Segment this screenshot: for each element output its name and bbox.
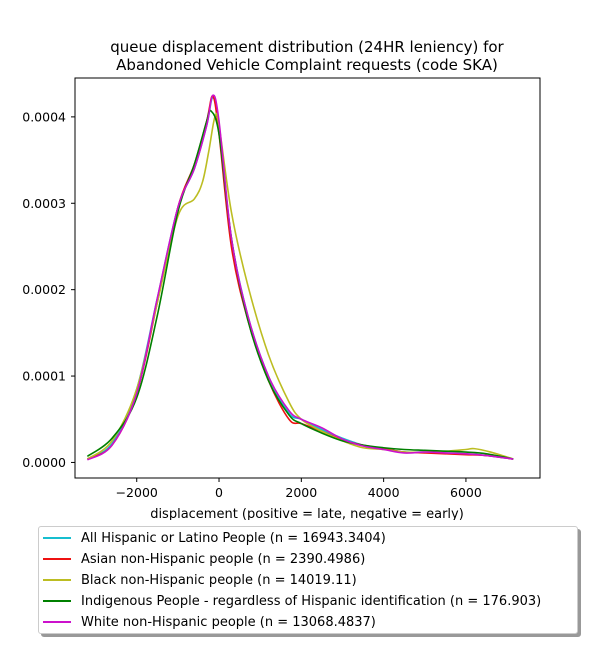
- legend-entry: All Hispanic or Latino People (n = 16943…: [39, 528, 386, 548]
- legend-entry: Asian non-Hispanic people (n = 2390.4986…: [39, 549, 365, 569]
- y-tick-label: 0.0002: [22, 282, 66, 297]
- y-tick-label: 0.0001: [22, 369, 66, 384]
- x-tick-label: 2000: [285, 485, 317, 500]
- legend-label: White non-Hispanic people (n = 13068.483…: [81, 614, 376, 630]
- legend-swatch: [43, 600, 71, 602]
- y-axis-ticks: 0.0000 0.0001 0.0002 0.0003 0.0004: [22, 109, 75, 470]
- legend-swatch: [43, 579, 71, 581]
- chart-title-line-2: Abandoned Vehicle Complaint requests (co…: [116, 56, 498, 74]
- legend-label: All Hispanic or Latino People (n = 16943…: [81, 530, 386, 546]
- legend-label: Indigenous People - regardless of Hispan…: [81, 593, 542, 609]
- kde-chart: queue displacement distribution (24HR le…: [22, 38, 541, 520]
- legend-swatch: [43, 537, 71, 539]
- legend-entry: Indigenous People - regardless of Hispan…: [39, 591, 541, 611]
- plot-area: [74, 77, 541, 479]
- x-axis-label: displacement (positive = late, negative …: [150, 507, 464, 520]
- y-tick-label: 0.0004: [22, 109, 66, 124]
- x-tick-label: 4000: [368, 485, 400, 500]
- x-axis-ticks: −2000 0 2000 4000 6000: [116, 478, 482, 500]
- y-tick-label: 0.0000: [22, 455, 66, 470]
- x-tick-label: −2000: [116, 485, 158, 500]
- legend-entry: White non-Hispanic people (n = 13068.483…: [39, 612, 376, 632]
- y-tick-label: 0.0003: [22, 196, 66, 211]
- series-line-4: [86, 94, 514, 461]
- legend-label: Asian non-Hispanic people (n = 2390.4986…: [81, 551, 366, 567]
- x-tick-label: 0: [215, 485, 223, 500]
- chart-title: queue displacement distribution (24HR le…: [110, 38, 504, 74]
- series-line-3: [86, 109, 514, 460]
- legend-swatch: [43, 621, 71, 623]
- x-tick-label: 6000: [450, 485, 482, 500]
- legend-entry: Black non-Hispanic people (n = 14019.11): [39, 570, 357, 590]
- series-layer: [86, 94, 514, 461]
- legend: All Hispanic or Latino People (n = 16943…: [38, 526, 578, 634]
- legend-label: Black non-Hispanic people (n = 14019.11): [81, 572, 357, 588]
- chart-title-line-1: queue displacement distribution (24HR le…: [110, 38, 504, 56]
- legend-swatch: [43, 558, 71, 560]
